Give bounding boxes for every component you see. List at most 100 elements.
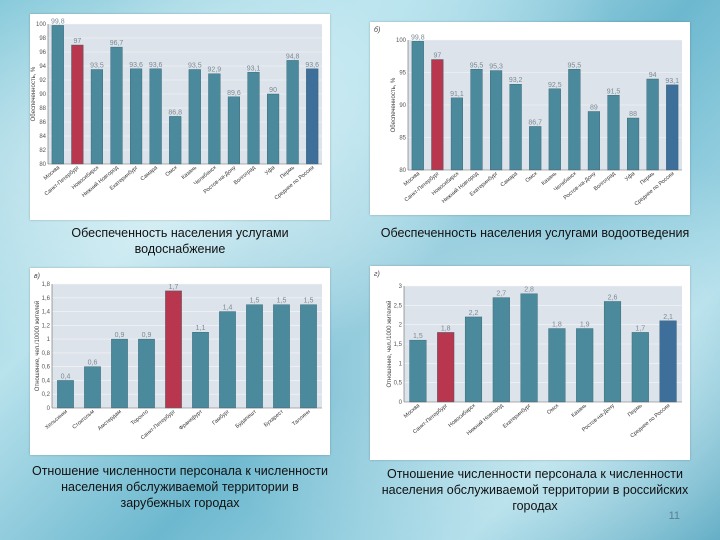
bar (129, 68, 143, 165)
chart-foreign-staff-ratio: 0 0,2 0,4 0,6 0,8 1 1,2 1,4 1,6 1,8 Отношение, чел… (34, 273, 322, 441)
bar (576, 328, 594, 403)
bar-value-label: 86,7 (528, 119, 542, 126)
bar-value-label: 96,7 (110, 40, 124, 47)
bar (437, 332, 455, 403)
bar (587, 111, 601, 171)
category-label: Уфа (624, 170, 637, 182)
bar (110, 46, 123, 165)
y-tick-label: 2 (399, 323, 403, 329)
category-label: Франкфурт (178, 409, 204, 432)
bar (266, 93, 280, 165)
y-tick-label: 3 (399, 284, 403, 290)
category-label: Москва (403, 402, 422, 419)
bar-value-label: 93,6 (149, 62, 163, 69)
category-label: Уфа (264, 164, 277, 176)
category-label: Самара (500, 170, 520, 188)
bar (138, 338, 155, 409)
y-axis-label: Отношение, чел./10000 жителей (34, 301, 41, 391)
bar-value-label: 93,5 (90, 63, 104, 70)
bar (464, 316, 483, 403)
category-label: Нижний Новгород (80, 164, 120, 199)
bar-value-label: 95,3 (489, 64, 503, 71)
bar-value-label: 2,1 (663, 314, 673, 321)
bar-value-label: 1,7 (169, 284, 179, 291)
y-tick-label: 1 (399, 361, 403, 367)
category-label: Новосибирск (447, 403, 477, 429)
panel-label: г) (374, 271, 380, 278)
bar-value-label: 1,5 (277, 298, 287, 305)
caption-water-supply: Обеспеченность населения услугами водосн… (71, 226, 289, 256)
bar (51, 25, 64, 165)
bar (548, 328, 566, 403)
bar-value-label: 86,8 (168, 109, 182, 116)
y-axis-label: Отношение, чел./1000 жителей (386, 300, 393, 387)
bar-value-label: 93,5 (188, 63, 202, 70)
bar (450, 97, 464, 171)
category-label: Пермь (627, 403, 644, 418)
category-label: Екатеринбург (502, 403, 532, 430)
category-label: Волгоград (233, 164, 257, 186)
bar-value-label: 1,7 (635, 325, 645, 332)
category-label: Санкт-Петербург (404, 171, 441, 203)
bar (111, 338, 128, 409)
y-tick-label: 1 (47, 337, 51, 343)
bar (208, 73, 221, 165)
bar-value-label: 94 (649, 72, 657, 79)
bar-value-label: 0,4 (61, 373, 71, 380)
bar-value-label: 93,6 (129, 62, 143, 69)
y-tick-label: 94 (39, 64, 46, 70)
bar (603, 301, 622, 403)
category-label: Волгоград (593, 170, 617, 192)
y-tick-label: 0,4 (42, 378, 51, 384)
y-tick-label: 1,4 (42, 310, 51, 316)
bar (659, 320, 677, 403)
bar-value-label: 93,6 (305, 62, 319, 69)
bar (273, 304, 290, 409)
bar (192, 332, 209, 409)
y-axis-label: Обеспеченность, % (391, 77, 397, 132)
y-tick-label: 100 (396, 38, 407, 44)
bar-value-label: 2,7 (496, 291, 506, 298)
bar-value-label: 1,1 (196, 325, 206, 332)
bar (165, 290, 182, 409)
category-label: Таллинн (291, 409, 312, 428)
bar (409, 339, 427, 403)
bar-value-label: 2,6 (608, 294, 618, 301)
bar (227, 96, 241, 165)
y-tick-label: 2,5 (394, 303, 403, 309)
bar (219, 311, 236, 409)
bar-value-label: 89,6 (227, 90, 241, 97)
y-tick-label: 86 (39, 120, 46, 126)
bar-value-label: 1,5 (304, 298, 314, 305)
category-label: Казань (541, 171, 559, 187)
bar (169, 116, 182, 165)
bar-value-label: 91,5 (607, 88, 621, 95)
bar (431, 59, 444, 171)
category-label: Казань (571, 403, 589, 419)
bar (489, 70, 503, 171)
y-tick-label: 1,5 (394, 342, 403, 348)
y-tick-label: 1,6 (42, 296, 51, 302)
chart-panel-sewerage: 80 85 90 95 100 Обеспеченность, % б) 99,8 Москва… (370, 22, 690, 215)
bar (631, 332, 649, 403)
y-tick-label: 96 (39, 50, 46, 56)
bar-value-label: 95,5 (470, 62, 484, 69)
bar (188, 69, 201, 165)
y-tick-label: 98 (39, 36, 46, 42)
bar (90, 69, 104, 165)
bar-value-label: 1,5 (413, 333, 423, 340)
category-label: Стокгольм (72, 409, 96, 431)
bar-value-label: 1,8 (441, 325, 451, 332)
bar-value-label: 94,8 (286, 53, 300, 60)
category-label: Хельсинки (44, 409, 69, 431)
bar-value-label: 93,1 (665, 78, 679, 85)
bar-value-label: 97 (433, 53, 441, 60)
y-tick-label: 0,2 (42, 392, 51, 398)
y-tick-label: 0,6 (42, 365, 51, 371)
category-label: Торонто (130, 409, 150, 427)
caption-foreign-staff: Отношение численности персонала к числен… (31, 464, 328, 510)
bar (300, 304, 317, 409)
bar (509, 84, 522, 171)
bar-value-label: 2,8 (524, 287, 534, 294)
